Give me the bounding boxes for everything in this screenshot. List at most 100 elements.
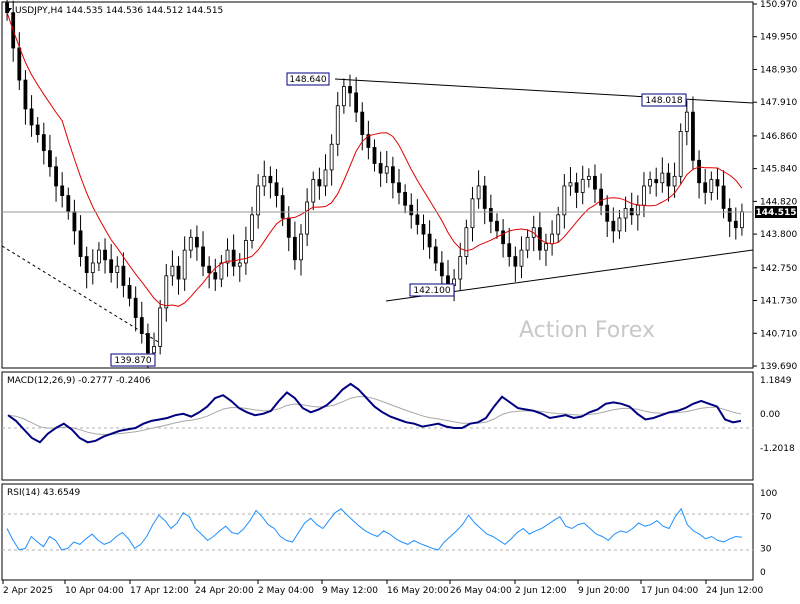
candle-body [139,317,144,334]
candle-body [23,79,28,110]
x-tick-label: 24 Jun 12:00 [706,586,763,596]
macd-panel-frame [1,371,754,481]
rsi-panel-frame [1,483,754,581]
x-tick-label: 9 May 12:00 [322,586,378,596]
candle-body [495,220,499,232]
candle-body [740,211,744,229]
candle-body [243,240,248,264]
x-tick-label: 17 Jun 04:00 [641,586,698,596]
candle-body [476,185,481,200]
candle-body [574,182,579,193]
current-price-label: 144.515 [756,208,797,218]
candle-body [292,236,297,261]
candle-body [556,214,561,235]
candle-body [250,214,254,241]
price-tick-label: 150.970 [760,0,797,10]
candle-body [568,182,573,187]
candle-body [213,272,218,280]
x-tick-label: 9 Jun 20:00 [578,586,630,596]
candle-body [403,191,408,206]
annotation-label: 148.018 [645,96,682,106]
candle-body [617,217,622,232]
candle-body [421,224,426,235]
macd-signal-line [7,395,742,436]
candle-body [90,262,95,274]
x-tick-label: 2 Jun 12:00 [515,586,567,596]
candle-body [354,92,359,113]
candle-body [158,307,163,347]
candle-body [146,333,150,354]
candle-body [464,227,469,257]
candle-body [60,185,65,196]
candle-body [366,134,371,148]
candle-body [397,182,401,193]
candle-body [715,179,720,187]
rsi-tick-label: 100 [760,489,777,499]
annotation-box [641,93,687,107]
candle-body [17,47,22,81]
candle-body [115,265,120,274]
candle-body [593,175,597,190]
candle-body [231,249,236,267]
price-tick-label: 149.950 [760,33,797,43]
x-tick-label: 17 Apr 12:00 [130,586,189,596]
moving-average-line [6,12,743,307]
macd-tick-label: 1.1849 [760,376,792,386]
price-tick-label: 141.730 [760,297,797,307]
candle-body [109,259,114,274]
x-tick-label: 24 Apr 20:00 [195,586,254,596]
price-tick-label: 146.860 [760,132,797,142]
candle-body [648,179,652,187]
candle-body [127,285,132,299]
candle-body [299,233,303,261]
macd-header: MACD(12,26,9) -0.2777 -0.2406 [7,376,151,386]
candle-body [372,147,377,164]
candle-body [84,256,89,274]
dropdown-icon[interactable] [6,8,12,12]
price-candles [5,0,744,369]
price-tick-label: 140.710 [760,329,797,339]
candle-body [384,166,389,174]
candle-body [433,246,438,264]
annotation-box [409,283,455,297]
candle-body [262,175,267,187]
candle-body [29,108,34,126]
candle-body [97,249,101,264]
candle-body [678,131,683,177]
candle-body [207,265,212,274]
annotation-label: 139.870 [114,356,151,366]
candle-body [201,246,205,267]
macd-tick-label: 0.00 [760,410,780,420]
candle-body [660,172,665,184]
annotation-label: 142.100 [413,286,450,296]
candle-body [691,111,695,161]
watermark: Action Forex [519,318,655,343]
candle-body [133,297,138,318]
candle-body [672,175,677,187]
candle-body [48,150,52,168]
candle-body [176,265,181,280]
rsi-tick-label: 0 [760,568,766,578]
price-tick-label: 144.820 [760,197,797,207]
candle-body [305,201,310,235]
price-tick-label: 142.750 [760,264,797,274]
annotation-box [286,72,330,86]
candle-body [519,249,524,267]
x-tick-label: 2 Apr 2025 [3,586,53,596]
candle-body [415,214,420,225]
candle-body [635,204,640,216]
candle-body [513,256,518,267]
candle-body [348,86,352,94]
candle-body [164,275,169,309]
candle-body [684,111,689,132]
candle-body [605,204,610,222]
candle-body [78,230,83,257]
price-tick-label: 148.930 [760,65,797,75]
candle-body [335,105,340,145]
candle-body [5,2,9,14]
candle-body [182,249,187,280]
candle-body [666,172,671,187]
candle-body [237,262,242,267]
candle-body [390,166,395,184]
